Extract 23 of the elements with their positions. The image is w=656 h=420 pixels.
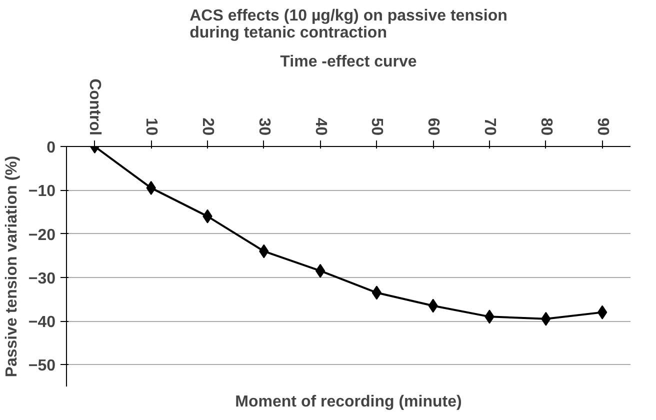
y-tick-label: −50	[28, 358, 56, 375]
x-tick-label: 90	[594, 118, 611, 136]
point	[597, 305, 608, 320]
chart-subtitle: Time -effect curve	[280, 54, 417, 70]
x-tick-label: 20	[199, 118, 216, 136]
point	[372, 286, 382, 300]
x-tick-label: 30	[255, 118, 272, 136]
x-tick-label: 40	[312, 118, 329, 136]
y-axis-title: Passive tension variation (%)	[3, 156, 20, 378]
y-tick-label: −10	[28, 183, 56, 200]
point	[315, 264, 326, 278]
y-tick-label: −20	[28, 226, 56, 244]
x-tick-label: 10	[142, 118, 160, 136]
y-tick-label: −40	[28, 314, 56, 332]
x-tick-label: Control	[86, 78, 104, 136]
x-tick-label: 50	[368, 118, 386, 136]
y-tick-label: −30	[28, 270, 56, 288]
x-tick-label: 80	[537, 118, 554, 136]
y-tick-label: 0	[46, 140, 56, 156]
chart-title: ACS effects (10 µg/kg) on passive tension during tetanic contraction	[190, 8, 508, 42]
x-axis-title: Moment of recording (minute)	[235, 394, 462, 410]
x-tick-label: 70	[481, 118, 498, 136]
x-tick-label: 60	[424, 118, 442, 136]
